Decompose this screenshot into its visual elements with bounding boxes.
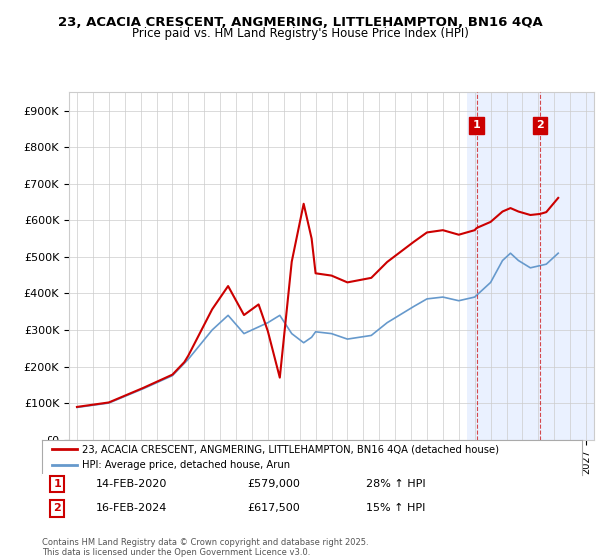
Text: 23, ACACIA CRESCENT, ANGMERING, LITTLEHAMPTON, BN16 4QA: 23, ACACIA CRESCENT, ANGMERING, LITTLEHA… bbox=[58, 16, 542, 29]
Text: £617,500: £617,500 bbox=[247, 503, 300, 513]
Text: 23, ACACIA CRESCENT, ANGMERING, LITTLEHAMPTON, BN16 4QA (detached house): 23, ACACIA CRESCENT, ANGMERING, LITTLEHA… bbox=[83, 444, 499, 454]
Bar bbox=[467, 92, 594, 440]
Text: 1: 1 bbox=[53, 479, 61, 489]
Text: 2: 2 bbox=[536, 120, 544, 130]
Text: 16-FEB-2024: 16-FEB-2024 bbox=[96, 503, 167, 513]
Text: Price paid vs. HM Land Registry's House Price Index (HPI): Price paid vs. HM Land Registry's House … bbox=[131, 27, 469, 40]
Text: HPI: Average price, detached house, Arun: HPI: Average price, detached house, Arun bbox=[83, 460, 290, 470]
Text: 28% ↑ HPI: 28% ↑ HPI bbox=[366, 479, 425, 489]
Text: 2: 2 bbox=[53, 503, 61, 513]
Text: £579,000: £579,000 bbox=[247, 479, 300, 489]
Text: 14-FEB-2020: 14-FEB-2020 bbox=[96, 479, 167, 489]
Text: 15% ↑ HPI: 15% ↑ HPI bbox=[366, 503, 425, 513]
Text: 1: 1 bbox=[473, 120, 481, 130]
Text: Contains HM Land Registry data © Crown copyright and database right 2025.
This d: Contains HM Land Registry data © Crown c… bbox=[42, 538, 368, 557]
